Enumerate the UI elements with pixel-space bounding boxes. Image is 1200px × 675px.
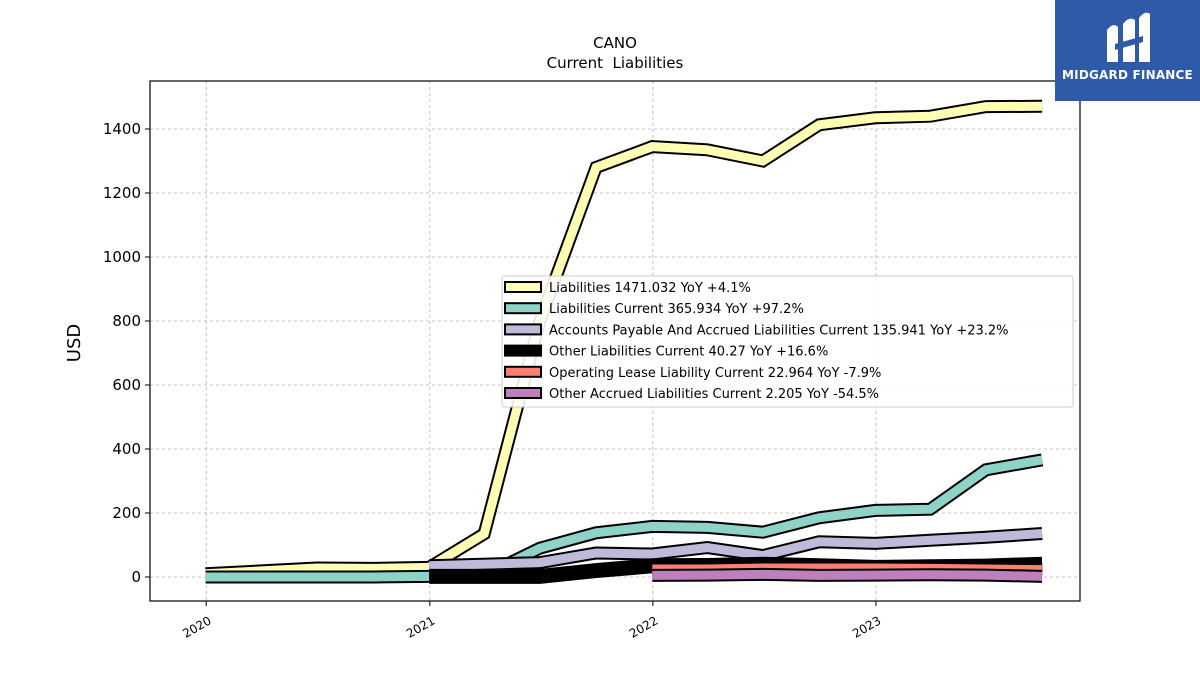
x-tick-label: 2022 [627, 613, 660, 640]
y-tick-label: 1400 [103, 120, 141, 138]
series-1 [205, 453, 1044, 584]
y-tick-label: 600 [112, 376, 141, 394]
y-tick-label: 0 [131, 568, 141, 586]
legend-item: Other Liabilities Current 40.27 YoY +16.… [504, 344, 828, 360]
legend-label: Liabilities Current 365.934 YoY +97.2% [549, 302, 804, 317]
y-tick-label: 400 [112, 440, 141, 458]
series-0 [205, 99, 1043, 581]
x-tick-label: 2021 [404, 613, 437, 640]
y-tick-label: 1000 [103, 248, 141, 266]
brand-logo: MIDGARD FINANCE [1055, 0, 1200, 101]
series-line [429, 529, 1043, 571]
legend-swatch [504, 387, 542, 399]
plot-frame [149, 80, 1081, 602]
legend: Liabilities 1471.032 YoY +4.1% Liabilitie… [501, 275, 1074, 408]
y-axis-ticks: 0 200 400 600 800 1000 1200 1400 [103, 120, 150, 586]
y-tick-label: 200 [112, 504, 141, 522]
series-2 [429, 527, 1043, 573]
legend-item: Operating Lease Liability Current 22.964… [504, 365, 881, 381]
legend-item: Liabilities 1471.032 YoY +4.1% [504, 281, 751, 296]
x-tick-label: 2023 [850, 613, 883, 640]
chart-subtitle: Current Liabilities [547, 54, 684, 72]
legend-item: Other Accrued Liabilities Current 2.205 … [504, 387, 879, 402]
series-line [652, 569, 1043, 581]
legend-box [501, 275, 1074, 408]
legend-swatch [504, 365, 542, 378]
legend-label: Other Liabilities Current 40.27 YoY +16.… [549, 345, 828, 360]
legend-swatch [504, 344, 542, 357]
series-line [205, 455, 1043, 582]
legend-label: Liabilities 1471.032 YoY +4.1% [549, 281, 751, 296]
legend-swatch [504, 323, 542, 336]
series-lines [205, 99, 1044, 584]
y-tick-label: 1200 [103, 184, 141, 202]
legend-item: Liabilities Current 365.934 YoY +97.2% [504, 302, 804, 317]
y-tick-label: 800 [112, 312, 141, 330]
series-line [205, 101, 1043, 579]
legend-label: Operating Lease Liability Current 22.964… [549, 366, 881, 381]
y-axis-label: USD [64, 324, 85, 362]
series-5 [652, 567, 1043, 583]
legend-label: Accounts Payable And Accrued Liabilities… [549, 323, 1009, 338]
x-tick-label: 2020 [180, 613, 213, 640]
legend-swatch [504, 281, 542, 293]
legend-item: Accounts Payable And Accrued Liabilities… [504, 323, 1009, 338]
legend-label: Other Accrued Liabilities Current 2.205 … [549, 387, 879, 402]
brand-name: MIDGARD FINANCE [1062, 68, 1193, 82]
chart-title: CANO [593, 34, 637, 52]
x-axis-ticks: 2020 2021 2022 2023 [180, 601, 883, 641]
logo-mark-icon [1107, 12, 1150, 63]
legend-swatch [504, 302, 542, 315]
